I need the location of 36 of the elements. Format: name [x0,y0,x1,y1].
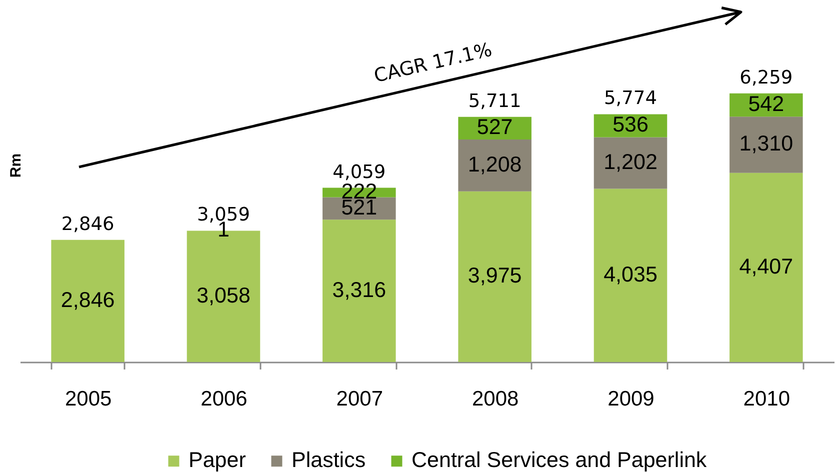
x-tick-label: 2009 [608,388,654,410]
bar [730,172,803,362]
data-label: 3,975 [468,264,522,288]
data-label: 1,310 [739,132,794,156]
data-label: 536 [612,112,648,137]
data-label: 542 [748,92,784,116]
data-label: 3,316 [332,278,386,302]
data-label: 3,058 [196,283,250,308]
bar [458,140,532,192]
data-label: 4,035 [604,262,658,286]
legend-label: Plastics [292,448,366,472]
total-label: 4,059 [332,162,386,183]
data-label: 2,846 [60,288,115,312]
text: CAGR 17.1% [372,38,494,88]
x-tick-label: 2007 [336,388,384,410]
data-label: 527 [476,115,513,140]
total-label: 6,259 [740,67,793,88]
data-label: 4,407 [739,254,794,278]
bar [458,191,532,362]
bar [51,240,124,362]
x-tick-label: 2005 [64,388,112,410]
data-label: 1,208 [468,152,522,176]
legend-label: Paper [188,448,246,472]
bar [322,220,396,362]
x-tick-label: 2008 [472,388,519,410]
x-tick-label: 2006 [200,388,248,410]
y-axis-title: Rm [8,153,24,178]
bar [594,137,668,189]
bar [730,116,803,173]
total-label: 2,846 [61,214,114,235]
x-tick-label: 2010 [743,388,790,410]
bar [594,188,668,362]
legend-label: Central Services and Paperlink [412,448,707,472]
total-label: 5,711 [468,90,522,112]
total-label: 5,774 [604,88,657,110]
data-label: 1,202 [604,150,658,174]
